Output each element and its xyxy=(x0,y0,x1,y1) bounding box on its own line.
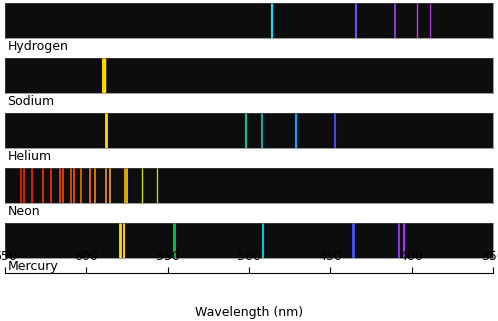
Text: Mercury: Mercury xyxy=(7,260,58,273)
Text: Wavelength (nm): Wavelength (nm) xyxy=(195,307,303,319)
Text: Neon: Neon xyxy=(7,204,40,218)
Text: Helium: Helium xyxy=(7,150,52,163)
Text: Sodium: Sodium xyxy=(7,95,55,108)
Text: Hydrogen: Hydrogen xyxy=(7,39,68,53)
